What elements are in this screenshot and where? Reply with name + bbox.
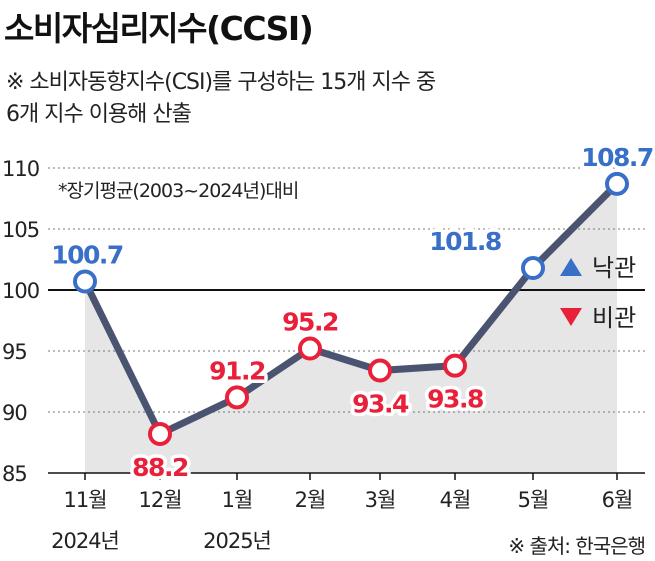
data-point (368, 358, 392, 383)
data-point (73, 269, 97, 294)
up-triangle-icon (560, 258, 582, 276)
data-point (443, 353, 467, 378)
y-tick-label: 105 (2, 218, 39, 242)
data-label: 108.7 (581, 143, 653, 172)
data-label: 101.8 (429, 227, 501, 256)
year-label: 2024년 (51, 529, 119, 553)
year-label: 2025년 (203, 529, 271, 553)
x-tick-label: 5월 (518, 488, 549, 512)
data-label: 95.2 (282, 308, 338, 337)
x-tick-label: 4월 (440, 488, 471, 512)
data-point (605, 171, 629, 196)
subtitle-line-1: ※ 소비자동향지수(CSI)를 구성하는 15개 지수 중 (6, 70, 436, 95)
y-tick-label: 85 (2, 462, 27, 486)
footnote-average: *장기평균(2003~2024년)대비 (58, 180, 298, 202)
data-point (521, 256, 545, 281)
data-point (225, 385, 249, 410)
data-label: 91.2 (209, 356, 265, 385)
x-tick-label: 11월 (63, 488, 106, 512)
data-label: 88.2 (132, 453, 188, 482)
subtitle-line-2: 6개 지수 이용해 산출 (6, 102, 192, 127)
legend-optimism: 낙관 (592, 254, 636, 282)
x-tick-label: 3월 (365, 488, 396, 512)
x-tick-label: 2월 (295, 488, 326, 512)
y-tick-label: 110 (2, 157, 39, 181)
x-tick-label: 1월 (222, 488, 253, 512)
down-triangle-icon (560, 308, 582, 326)
chart-title: 소비자심리지수(CCSI) (4, 9, 314, 48)
x-tick-label: 12월 (138, 488, 181, 512)
data-label: 93.4 (352, 390, 409, 419)
x-tick-label: 6월 (602, 488, 633, 512)
y-tick-label: 100 (2, 279, 39, 303)
y-tick-label: 95 (2, 340, 27, 364)
data-point (148, 421, 172, 446)
data-label: 93.8 (427, 385, 483, 414)
legend-pessimism: 비관 (592, 304, 636, 332)
series-line (81, 180, 621, 438)
area-fill (85, 183, 617, 473)
data-point (298, 336, 322, 361)
y-tick-label: 90 (2, 401, 27, 425)
data-label: 100.7 (51, 240, 123, 269)
source-note: ※ 출처: 한국은행 (508, 534, 645, 558)
